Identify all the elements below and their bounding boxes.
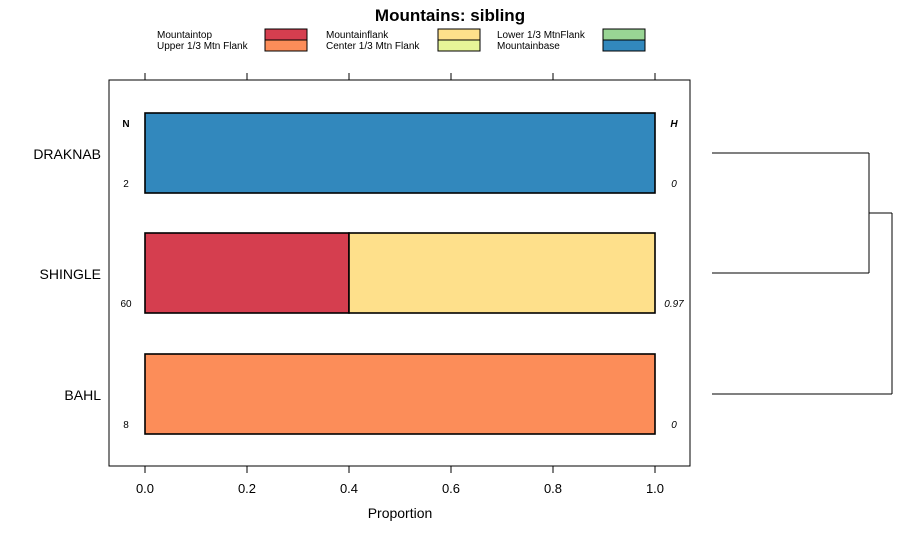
bar-rows: DRAKNAB 2 0 SHINGLE 60 0.97 BAHL 8 0 (33, 112, 684, 435)
n-value: 8 (123, 420, 129, 431)
x-tick-label: 0.0 (136, 481, 154, 496)
x-tick-label: 0.8 (544, 481, 562, 496)
x-tick-label: 1.0 (646, 481, 664, 496)
category-label: SHINGLE (40, 266, 101, 282)
h-value: 0 (671, 179, 677, 190)
legend-swatch-upper-1-3-mtn-flank (264, 39, 308, 52)
x-axis: 0.0 0.2 0.4 0.6 0.8 1.0 (136, 73, 664, 496)
x-tick-label: 0.2 (238, 481, 256, 496)
bar-segment-mountainflank (348, 232, 656, 314)
h-value: 0.97 (664, 299, 684, 310)
bar-segment-mountainbase (144, 112, 656, 194)
legend-label-lower-1-3-mtnflank: Lower 1/3 MtnFlank (497, 30, 586, 41)
plot-frame (108, 79, 691, 467)
legend-label-mountaintop: Mountaintop (157, 30, 212, 41)
bar-segment-upper-1-3-mtn-flank (144, 353, 656, 435)
x-tick-label: 0.4 (340, 481, 358, 496)
legend-swatch-center-1-3-mtn-flank (437, 39, 481, 52)
h-header: H (670, 119, 678, 130)
bar-segment-mountaintop (144, 232, 350, 314)
category-label: BAHL (64, 387, 101, 403)
dendrogram (712, 152, 893, 395)
category-label: DRAKNAB (33, 146, 101, 162)
legend-swatch-lower-1-3-mtnflank (602, 28, 646, 41)
n-value: 2 (123, 179, 129, 190)
legend-label-center-1-3-mtn-flank: Center 1/3 Mtn Flank (326, 41, 420, 52)
legend-label-mountainbase: Mountainbase (497, 41, 560, 52)
legend-swatch-mountainbase (602, 39, 646, 52)
x-tick-label: 0.6 (442, 481, 460, 496)
h-value: 0 (671, 420, 677, 431)
n-header: N (122, 119, 129, 130)
x-axis-title: Proportion (368, 505, 433, 521)
legend-swatch-mountainflank (437, 28, 481, 41)
bar-row-shingle: SHINGLE 60 0.97 (40, 232, 684, 314)
chart-title: Mountains: sibling (375, 6, 525, 25)
legend-label-mountainflank: Mountainflank (326, 30, 389, 41)
legend-label-upper-1-3-mtn-flank: Upper 1/3 Mtn Flank (157, 41, 249, 52)
bar-row-bahl: BAHL 8 0 (64, 353, 677, 435)
legend-swatch-mountaintop (264, 28, 308, 41)
n-value: 60 (120, 299, 132, 310)
bar-row-draknab: DRAKNAB 2 0 (33, 112, 677, 194)
